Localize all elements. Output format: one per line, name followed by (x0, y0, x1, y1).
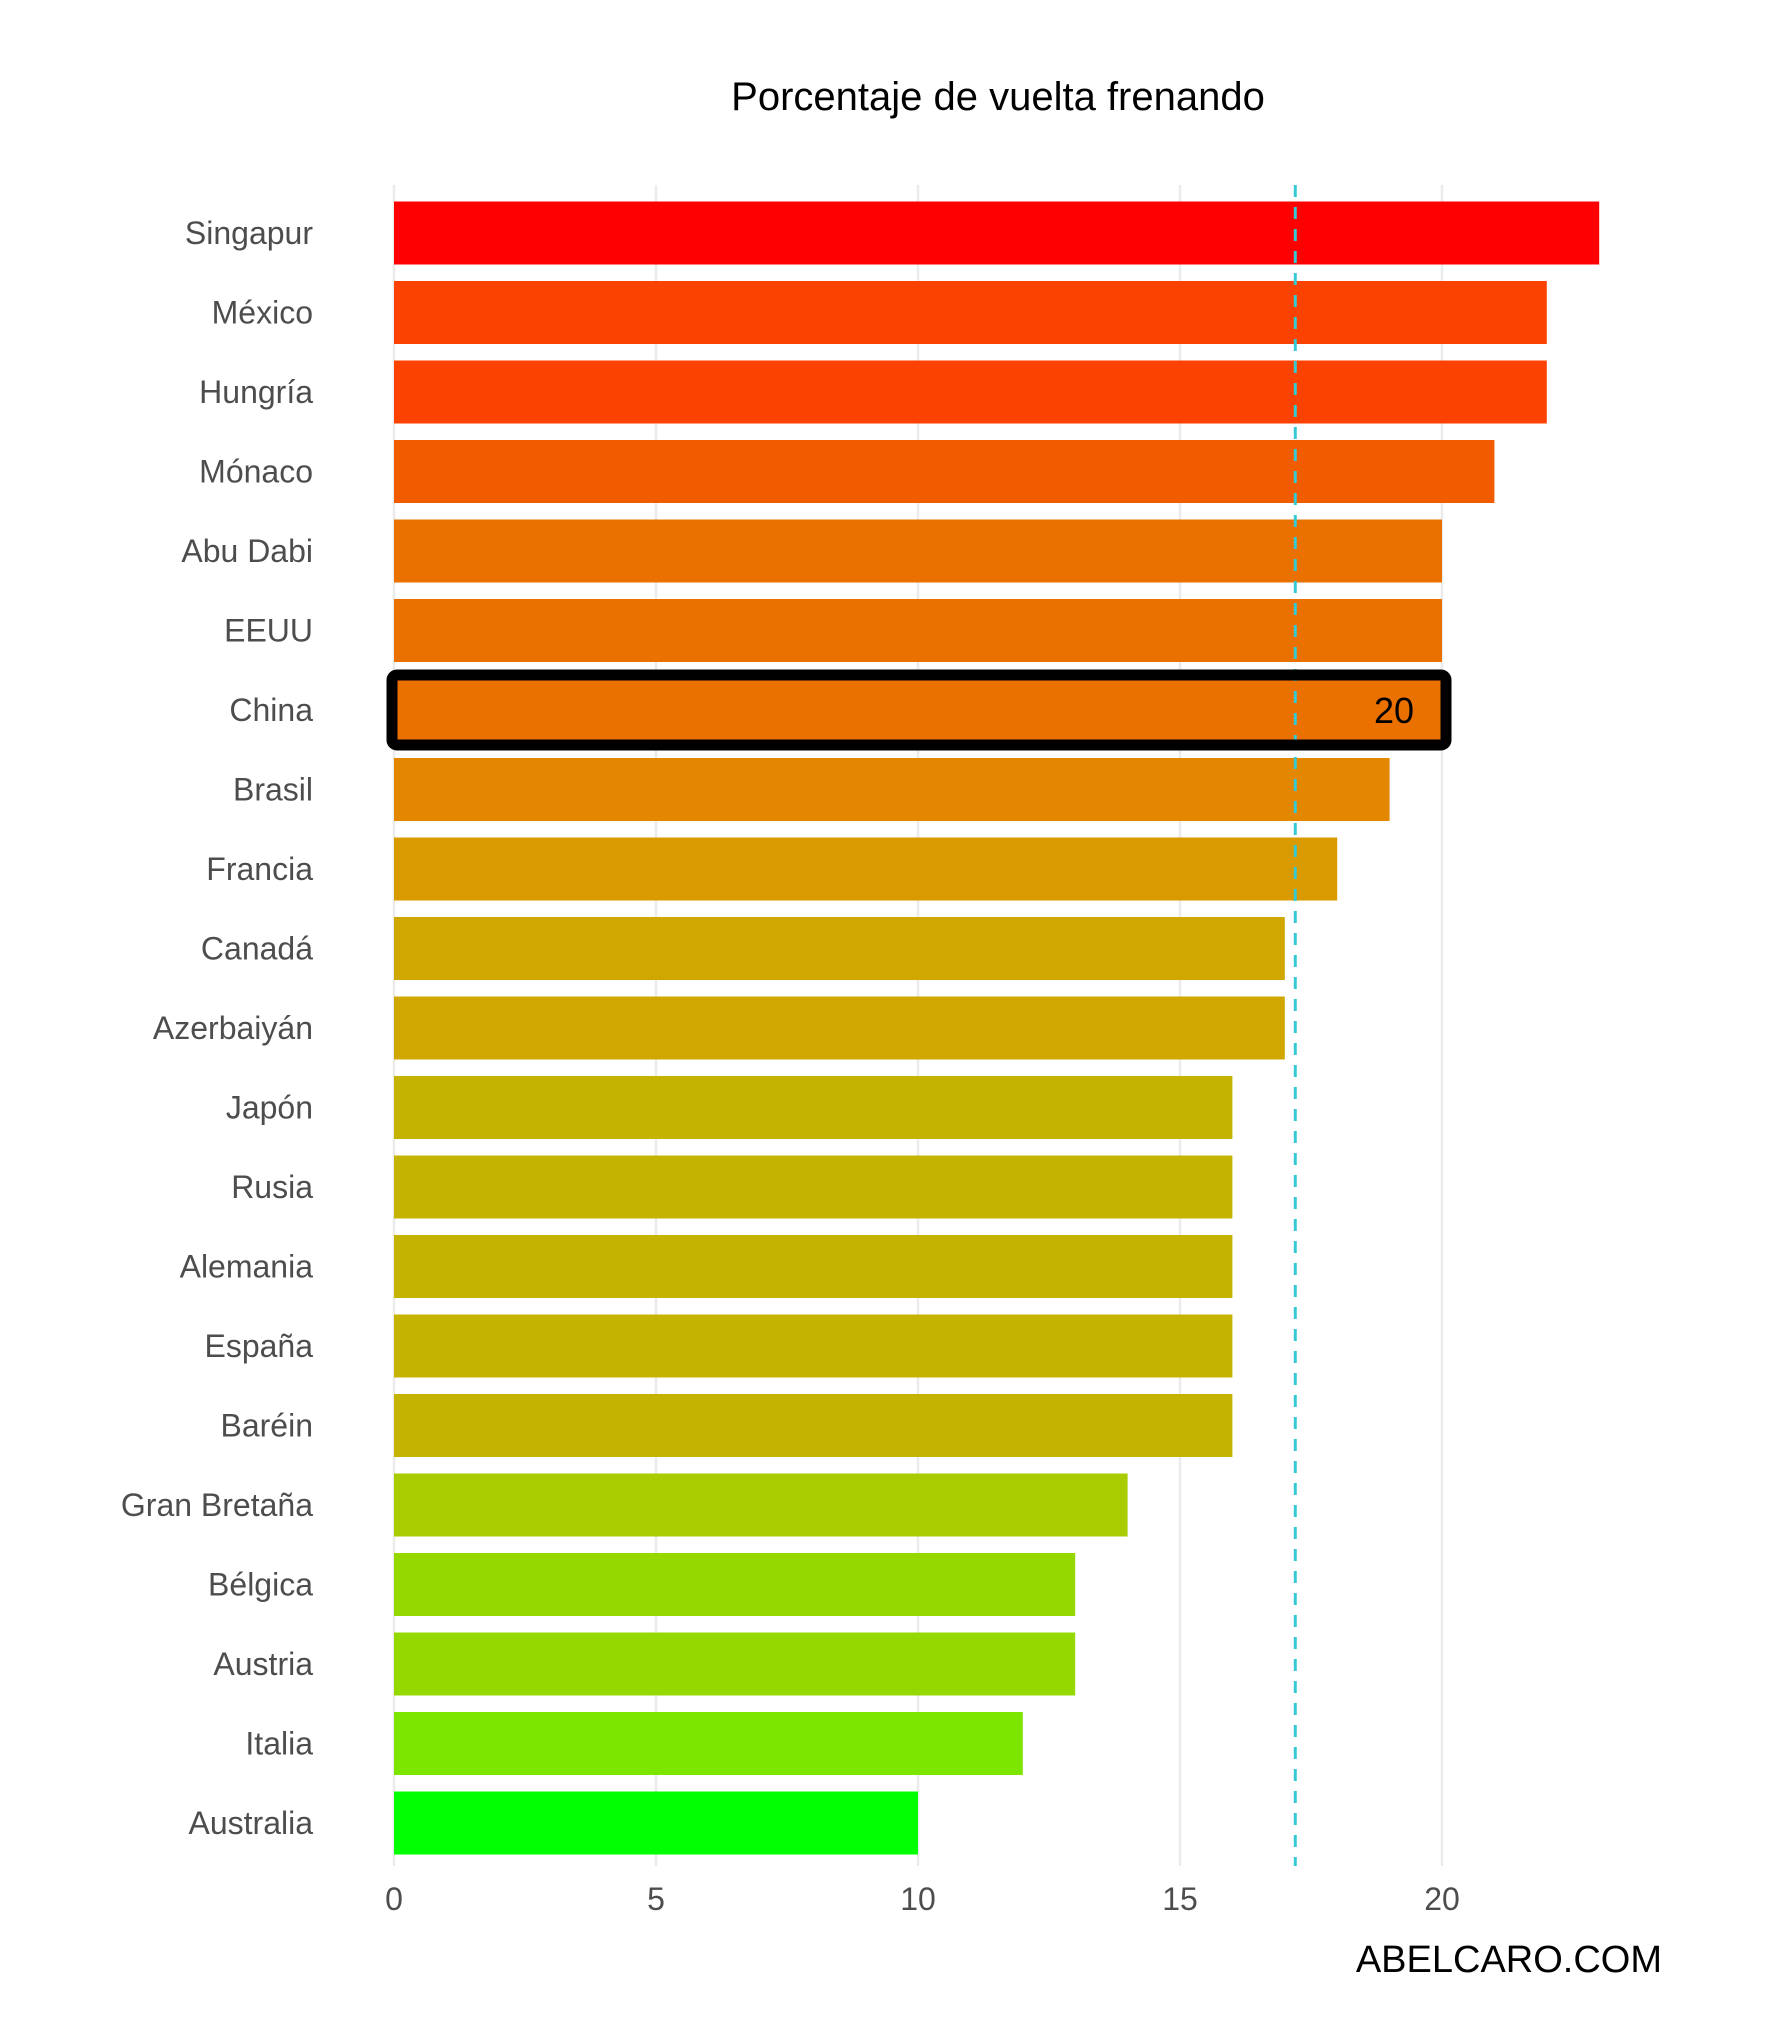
x-tick-label-10: 10 (900, 1881, 936, 1917)
bars (394, 201, 1600, 1855)
category-label-japon: Japón (226, 1090, 313, 1126)
bar-francia (394, 837, 1338, 901)
category-label-francia: Francia (206, 851, 313, 887)
category-label-rusia: Rusia (231, 1169, 313, 1205)
x-tick-label-15: 15 (1162, 1881, 1198, 1917)
bar-china (394, 678, 1442, 742)
category-label-china: China (229, 692, 313, 728)
bar-espana (394, 1314, 1233, 1378)
bar-brasil (394, 758, 1390, 821)
category-label-brasil: Brasil (233, 772, 313, 808)
bar-barein (394, 1394, 1233, 1457)
bar-canada (394, 917, 1285, 980)
category-label-mexico: México (212, 295, 313, 331)
category-label-austria: Austria (213, 1646, 313, 1682)
category-label-canada: Canadá (201, 931, 313, 967)
x-tick-label-20: 20 (1424, 1881, 1460, 1917)
category-label-gran-bretana: Gran Bretaña (121, 1487, 313, 1523)
category-label-espana: España (204, 1328, 313, 1364)
category-label-barein: Baréin (221, 1408, 314, 1444)
category-label-azerbaiyan: Azerbaiyán (153, 1010, 313, 1046)
bar-abu-dabi (394, 519, 1442, 583)
highlight-box (386, 669, 1452, 751)
bar-rusia (394, 1155, 1233, 1219)
highlight-group: 20 (386, 669, 1452, 751)
bar-eeuu (394, 599, 1442, 662)
category-label-hungria: Hungría (199, 374, 313, 410)
category-label-italia: Italia (245, 1726, 313, 1762)
category-label-singapur: Singapur (185, 215, 313, 251)
bar-belgica (394, 1553, 1076, 1616)
x-tick-label-5: 5 (647, 1881, 665, 1917)
highlight-value-label: 20 (1374, 690, 1414, 731)
bar-australia (394, 1791, 918, 1855)
chart-title: Porcentaje de vuelta frenando (731, 75, 1265, 119)
bar-japon (394, 1076, 1233, 1139)
watermark: ABELCARO.COM (1356, 1939, 1662, 1981)
bar-gran-bretana (394, 1473, 1128, 1537)
bar-azerbaiyan (394, 996, 1285, 1060)
category-label-monaco: Mónaco (199, 454, 313, 490)
bar-singapur (394, 201, 1600, 265)
category-label-eeuu: EEUU (224, 613, 313, 649)
category-label-alemania: Alemania (180, 1249, 314, 1285)
x-tick-label-0: 0 (385, 1881, 403, 1917)
x-axis-ticks: 0 5 10 15 20 (385, 1881, 1460, 1917)
bar-austria (394, 1632, 1076, 1696)
category-label-abu-dabi: Abu Dabi (181, 533, 313, 569)
category-label-australia: Australia (189, 1805, 314, 1841)
bar-italia (394, 1712, 1023, 1775)
bar-hungria (394, 360, 1547, 424)
category-labels: Singapur México Hungría Mónaco Abu Dabi EEUU C… (121, 215, 313, 1841)
bar-alemania (394, 1235, 1233, 1298)
category-label-belgica: Bélgica (208, 1567, 313, 1603)
bar-mexico (394, 281, 1547, 344)
bar-monaco (394, 440, 1495, 503)
